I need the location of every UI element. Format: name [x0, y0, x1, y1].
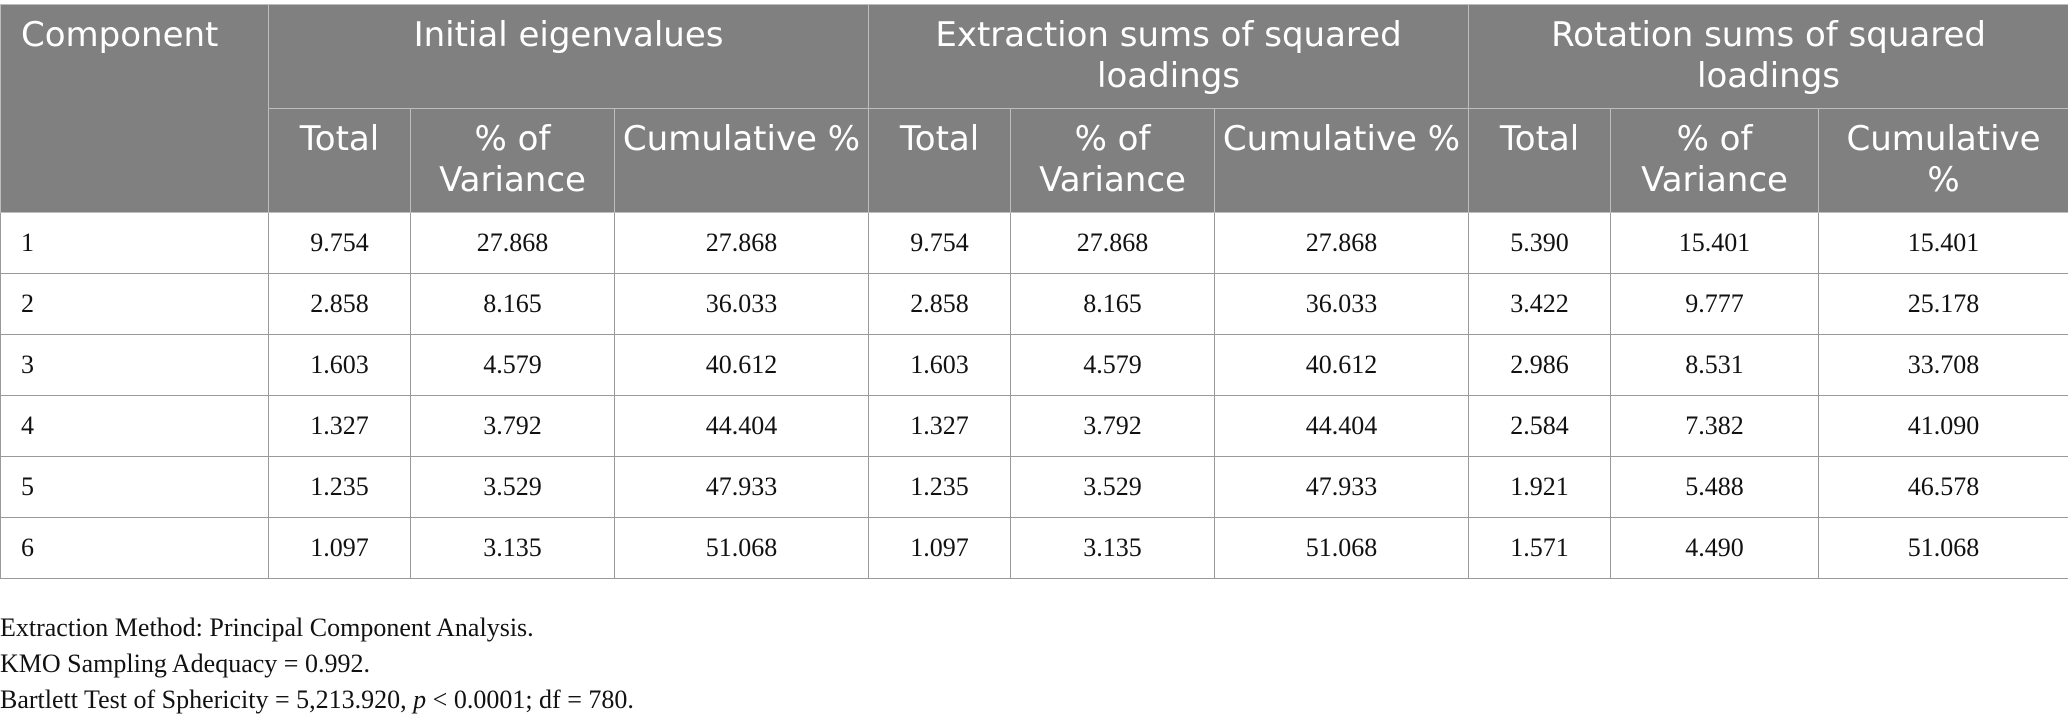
initial-cumulative-cell: 44.404	[613, 395, 870, 457]
sub-header-cumulative: Cumulative %	[1214, 108, 1470, 213]
initial-variance-cell: 8.165	[410, 273, 615, 335]
rotation-cumulative-cell: 33.708	[1818, 334, 2068, 396]
rotation-total-cell: 3.422	[1468, 273, 1612, 335]
extraction-cumulative-cell: 40.612	[1214, 334, 1470, 396]
rotation-total-cell: 1.921	[1468, 456, 1612, 518]
rotation-variance-cell: 8.531	[1610, 334, 1820, 396]
kmo-note: KMO Sampling Adequacy = 0.992.	[0, 649, 370, 678]
table-row: 3 1.603 4.579 40.612 1.603 4.579 40.612 …	[0, 334, 2068, 396]
sub-header-total: Total	[268, 108, 411, 213]
rotation-total-cell: 2.986	[1468, 334, 1612, 396]
sub-header-cumulative: Cumulative %	[1818, 108, 2068, 213]
initial-variance-cell: 4.579	[410, 334, 615, 396]
rotation-variance-cell: 7.382	[1610, 395, 1820, 457]
rotation-total-cell: 2.584	[1468, 395, 1612, 457]
bartlett-note-prefix: Bartlett Test of Sphericity = 5,213.920,	[0, 685, 414, 714]
extraction-total-cell: 1.603	[868, 334, 1012, 396]
rotation-cumulative-cell: 15.401	[1818, 212, 2068, 274]
extraction-variance-cell: 3.135	[1010, 517, 1216, 579]
rotation-variance-cell: 9.777	[1610, 273, 1820, 335]
group-header-extraction-sums: Extraction sums of squared loadings	[868, 4, 1470, 109]
table-row: 6 1.097 3.135 51.068 1.097 3.135 51.068 …	[0, 517, 2068, 579]
initial-cumulative-cell: 51.068	[613, 517, 870, 579]
extraction-total-cell: 2.858	[868, 273, 1012, 335]
initial-cumulative-cell: 47.933	[613, 456, 870, 518]
initial-total-cell: 1.097	[268, 517, 411, 579]
table-row: 5 1.235 3.529 47.933 1.235 3.529 47.933 …	[0, 456, 2068, 518]
initial-cumulative-cell: 27.868	[613, 212, 870, 274]
component-cell: 3	[0, 334, 269, 396]
extraction-cumulative-cell: 47.933	[1214, 456, 1470, 518]
initial-variance-cell: 3.792	[410, 395, 615, 457]
rotation-cumulative-cell: 41.090	[1818, 395, 2068, 457]
table-body: 1 9.754 27.868 27.868 9.754 27.868 27.86…	[0, 212, 2068, 579]
initial-total-cell: 2.858	[268, 273, 411, 335]
table-row: 4 1.327 3.792 44.404 1.327 3.792 44.404 …	[0, 395, 2068, 457]
extraction-cumulative-cell: 36.033	[1214, 273, 1470, 335]
initial-variance-cell: 27.868	[410, 212, 615, 274]
sub-header-cumulative: Cumulative %	[613, 108, 870, 213]
rotation-cumulative-cell: 25.178	[1818, 273, 2068, 335]
table-header: Component Initial eigenvalues Extraction…	[0, 4, 2068, 213]
bartlett-note: Bartlett Test of Sphericity = 5,213.920,…	[0, 682, 634, 718]
extraction-variance-cell: 4.579	[1010, 334, 1216, 396]
header-row-subcolumns: Total % of Variance Cumulative % Total %…	[1, 108, 2068, 213]
p-value-symbol: p	[413, 685, 427, 714]
component-cell: 6	[0, 517, 269, 579]
group-header-initial-eigenvalues: Initial eigenvalues	[267, 4, 870, 109]
extraction-variance-cell: 8.165	[1010, 273, 1216, 335]
header-row-groups: Component Initial eigenvalues Extraction…	[0, 4, 2068, 213]
initial-cumulative-cell: 36.033	[613, 273, 870, 335]
rotation-total-cell: 5.390	[1468, 212, 1612, 274]
extraction-total-cell: 1.097	[868, 517, 1012, 579]
initial-cumulative-cell: 40.612	[613, 334, 870, 396]
sub-header-percent-variance: % of Variance	[1010, 108, 1216, 213]
rotation-variance-cell: 15.401	[1610, 212, 1820, 274]
initial-variance-cell: 3.135	[410, 517, 615, 579]
component-cell: 1	[0, 212, 269, 274]
initial-total-cell: 1.603	[268, 334, 411, 396]
initial-total-cell: 9.754	[268, 212, 411, 274]
extraction-total-cell: 1.327	[868, 395, 1012, 457]
table-row: 1 9.754 27.868 27.868 9.754 27.868 27.86…	[0, 212, 2068, 274]
variance-explained-table: Component Initial eigenvalues Extraction…	[0, 4, 2068, 579]
extraction-total-cell: 9.754	[868, 212, 1012, 274]
sub-header-percent-variance: % of Variance	[410, 108, 615, 213]
extraction-cumulative-cell: 27.868	[1214, 212, 1470, 274]
group-header-rotation-sums: Rotation sums of squared loadings	[1468, 4, 2068, 109]
initial-total-cell: 1.327	[268, 395, 411, 457]
extraction-variance-cell: 27.868	[1010, 212, 1216, 274]
extraction-variance-cell: 3.792	[1010, 395, 1216, 457]
rotation-cumulative-cell: 51.068	[1818, 517, 2068, 579]
sub-header-percent-variance: % of Variance	[1610, 108, 1820, 213]
extraction-cumulative-cell: 44.404	[1214, 395, 1470, 457]
extraction-total-cell: 1.235	[868, 456, 1012, 518]
initial-variance-cell: 3.529	[410, 456, 615, 518]
rotation-cumulative-cell: 46.578	[1818, 456, 2068, 518]
extraction-cumulative-cell: 51.068	[1214, 517, 1470, 579]
rotation-variance-cell: 4.490	[1610, 517, 1820, 579]
table-footnotes: Extraction Method: Principal Component A…	[0, 610, 634, 718]
rotation-total-cell: 1.571	[1468, 517, 1612, 579]
component-cell: 5	[0, 456, 269, 518]
sub-header-total: Total	[868, 108, 1012, 213]
extraction-variance-cell: 3.529	[1010, 456, 1216, 518]
component-cell: 4	[0, 395, 269, 457]
sub-header-total: Total	[1468, 108, 1612, 213]
component-header: Component	[0, 4, 269, 213]
bartlett-note-suffix: < 0.0001; df = 780.	[426, 685, 634, 714]
component-cell: 2	[0, 273, 269, 335]
table-row: 2 2.858 8.165 36.033 2.858 8.165 36.033 …	[0, 273, 2068, 335]
rotation-variance-cell: 5.488	[1610, 456, 1820, 518]
initial-total-cell: 1.235	[268, 456, 411, 518]
extraction-method-note: Extraction Method: Principal Component A…	[0, 613, 534, 642]
